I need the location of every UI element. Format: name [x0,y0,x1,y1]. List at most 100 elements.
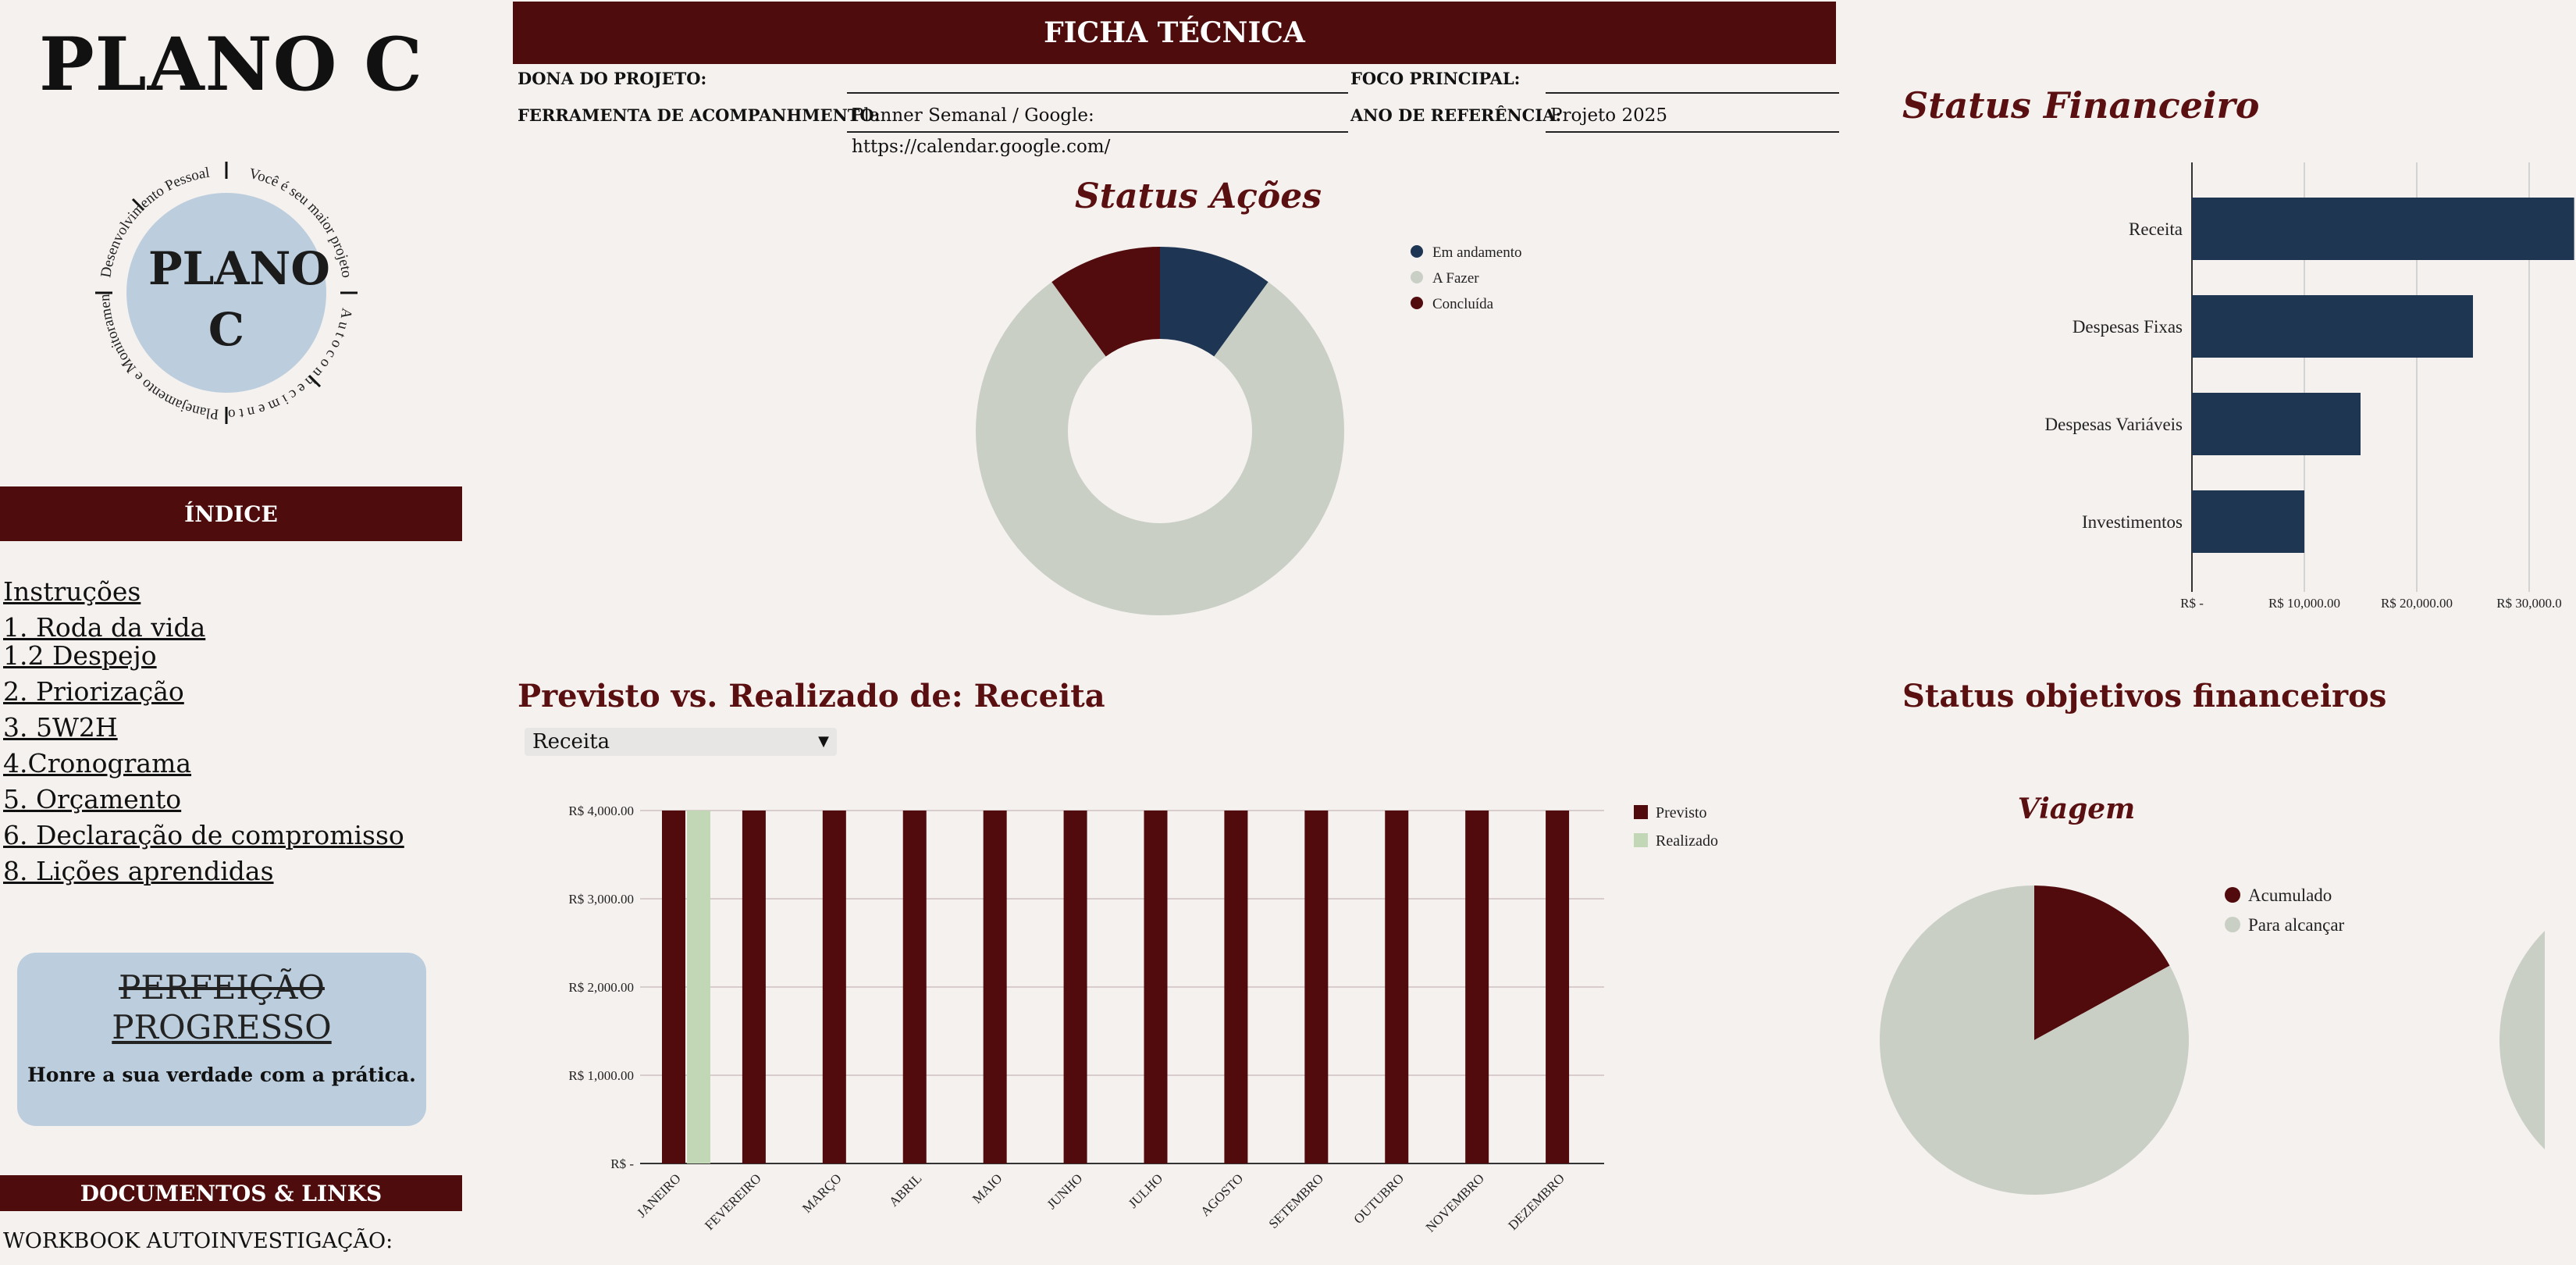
vbar-tick-label: R$ 2,000.00 [568,980,634,995]
legend-swatch-em-andamento [1411,245,1423,258]
vbar-legend-swatch-previsto [1634,805,1648,819]
status-acoes-chart: Em andamento A Fazer Concluída [976,244,1522,615]
vbar-category-label: MAIO [970,1171,1005,1206]
vbar-bar-previsto-junho [1063,811,1087,1163]
hbar-category-label: Despesas Variáveis [2045,415,2183,434]
index-header: ÍNDICE [0,486,462,541]
quote-main-text: PROGRESSO [112,1008,332,1046]
category-dropdown-value: Receita [532,730,610,754]
vbar-bar-previsto-dezembro [1546,811,1570,1163]
hbar-tick-label: R$ 20,000.00 [2381,596,2453,611]
donut-slice-a-fazer [976,282,1344,615]
vbar-category-label: JANEIRO [634,1171,684,1220]
objetivos-subtitle: Viagem [2017,793,2136,825]
index-list: Instruções 1. Roda da vida 1.2 Despejo 2… [3,574,456,889]
hbar-category-label: Investimentos [2082,512,2183,532]
vbar-legend-label-realizado: Realizado [1656,832,1718,850]
logo-inner-text: PLANO C [148,242,330,356]
vbar-bar-previsto-abril [902,811,927,1163]
category-dropdown[interactable]: Receita ▼ [525,728,837,756]
legend-swatch-concluida [1411,297,1423,309]
vbar-bar-previsto-janeiro [662,811,685,1163]
quote-card: PERFEIÇÃO PROGRESSO Honre a sua verdade … [17,953,426,1126]
vbar-category-label: DEZEMBRO [1505,1171,1567,1233]
status-financeiro-chart: R$ - R$ 10,000.00 R$ 20,000.00 R$ 30,000.0 R… [2045,162,2574,611]
logo-circle [126,193,326,393]
legend-label-concluida: Concluída [1432,296,1494,312]
previsto-chart: R$ - R$ 1,000.00 R$ 2,000.00 R$ 3,000.00 R$ … [568,804,1718,1235]
hbar-tick-label: R$ 10,000.00 [2268,596,2340,611]
vbar-category-label: MARÇO [799,1171,845,1216]
vbar-bar-previsto-marco [822,811,846,1163]
pie-legend-swatch-para-alcancar [2225,917,2240,932]
vbar-category-label: AGOSTO [1197,1171,1246,1219]
vbar-tick-label: R$ 1,000.00 [568,1068,634,1083]
legend-label-em-andamento: Em andamento [1432,244,1522,261]
docs-first-item: WORKBOOK AUTOINVESTIGAÇÃO: [3,1229,393,1253]
pie-legend-label-para-alcancar: Para alcançar [2248,915,2345,935]
ferramenta-field[interactable]: Planner Semanal / Google: https://calend… [847,100,1348,157]
chevron-down-icon: ▼ [818,733,829,750]
hbar-tick-label: R$ 30,000.0 [2496,596,2562,611]
vbar-category-label: JULHO [1126,1171,1166,1211]
foco-label: FOCO PRINCIPAL: [1350,69,1521,88]
index-link-roda-da-vida[interactable]: 1. Roda da vida [3,612,206,643]
ferramenta-label: FERRAMENTA DE ACOMPANHMENTO: [518,105,881,125]
docs-header: DOCUMENTOS & LINKS [0,1175,462,1211]
hbar-bar-receita [2192,198,2574,260]
index-link-orcamento[interactable]: 5. Orçamento [3,784,182,814]
ano-field[interactable]: Projeto 2025 [1546,100,1839,133]
vbar-tick-label: R$ - [610,1156,634,1171]
pie-secondary-partial [2500,931,2545,1149]
donut-slice-em-andamento [1160,247,1268,357]
vbar-tick-label: R$ 3,000.00 [568,892,634,907]
index-link-cronograma[interactable]: 4.Cronograma [3,748,192,779]
vbar-tick-label: R$ 4,000.00 [568,804,634,818]
donut-slice-concluida [1051,247,1160,357]
index-link-instrucoes[interactable]: Instruções [3,576,141,607]
vbar-bar-realizado-janeiro [687,811,710,1163]
index-link-despejo[interactable]: 1.2 Despejo [3,640,157,671]
plano-c-logo: Desenvolvimento Pessoal Você é seu maior… [82,140,367,433]
pie-legend-label-acumulado: Acumulado [2248,886,2332,905]
vbar-bar-previsto-julho [1144,811,1168,1163]
ficha-header: FICHA TÉCNICA [513,2,1836,64]
hbar-bar-despesas-variaveis [2192,393,2361,455]
index-link-priorizacao[interactable]: 2. Priorização [3,676,184,707]
index-link-5w2h[interactable]: 3. 5W2H [3,712,118,743]
vbar-bar-previsto-setembro [1304,811,1329,1163]
index-link-licoes[interactable]: 8. Lições aprendidas [3,856,274,886]
legend-swatch-a-fazer [1411,271,1423,283]
brand-title: PLANO C [38,22,424,108]
vbar-bar-previsto-fevereiro [742,811,766,1163]
foco-field[interactable] [1546,64,1839,94]
vbar-bar-previsto-novembro [1465,811,1489,1163]
legend-label-a-fazer: A Fazer [1432,270,1479,287]
vbar-category-label: OUTUBRO [1351,1171,1407,1227]
index-link-declaracao[interactable]: 6. Declaração de compromisso [3,820,404,850]
quote-sub-text: Honre a sua verdade com a prática. [27,1064,416,1086]
vbar-bar-previsto-outubro [1385,811,1409,1163]
vbar-category-label: ABRIL [886,1171,924,1209]
vbar-bar-previsto-maio [983,811,1007,1163]
vbar-category-label: SETEMBRO [1266,1171,1327,1231]
vbar-legend-swatch-realizado [1634,833,1648,847]
hbar-category-label: Despesas Fixas [2073,317,2183,337]
pie-legend-swatch-acumulado [2225,887,2240,903]
pie-slice-acumulado [2034,886,2170,1040]
vbar-bar-previsto-agosto [1224,811,1248,1163]
quote-struck-text: PERFEIÇÃO [119,968,325,1007]
hbar-tick-label: R$ - [2180,596,2204,611]
vbar-category-label: NOVEMBRO [1423,1171,1487,1235]
dona-label: DONA DO PROJETO: [518,69,707,88]
status-acoes-title: Status Ações [1074,176,1322,216]
vbar-legend-label-previsto: Previsto [1656,804,1707,821]
vbar-category-label: FEVEREIRO [702,1171,764,1233]
hbar-bar-despesas-fixas [2192,295,2473,358]
hbar-bar-investimentos [2192,490,2304,553]
dona-field[interactable] [847,64,1348,94]
objetivos-chart: Acumulado Para alcançar [1880,886,2545,1195]
previsto-title: Previsto vs. Realizado de: Receita [518,678,1105,714]
objetivos-title: Status objetivos financeiros [1902,678,2387,714]
vbar-category-label: JUNHO [1044,1171,1086,1212]
